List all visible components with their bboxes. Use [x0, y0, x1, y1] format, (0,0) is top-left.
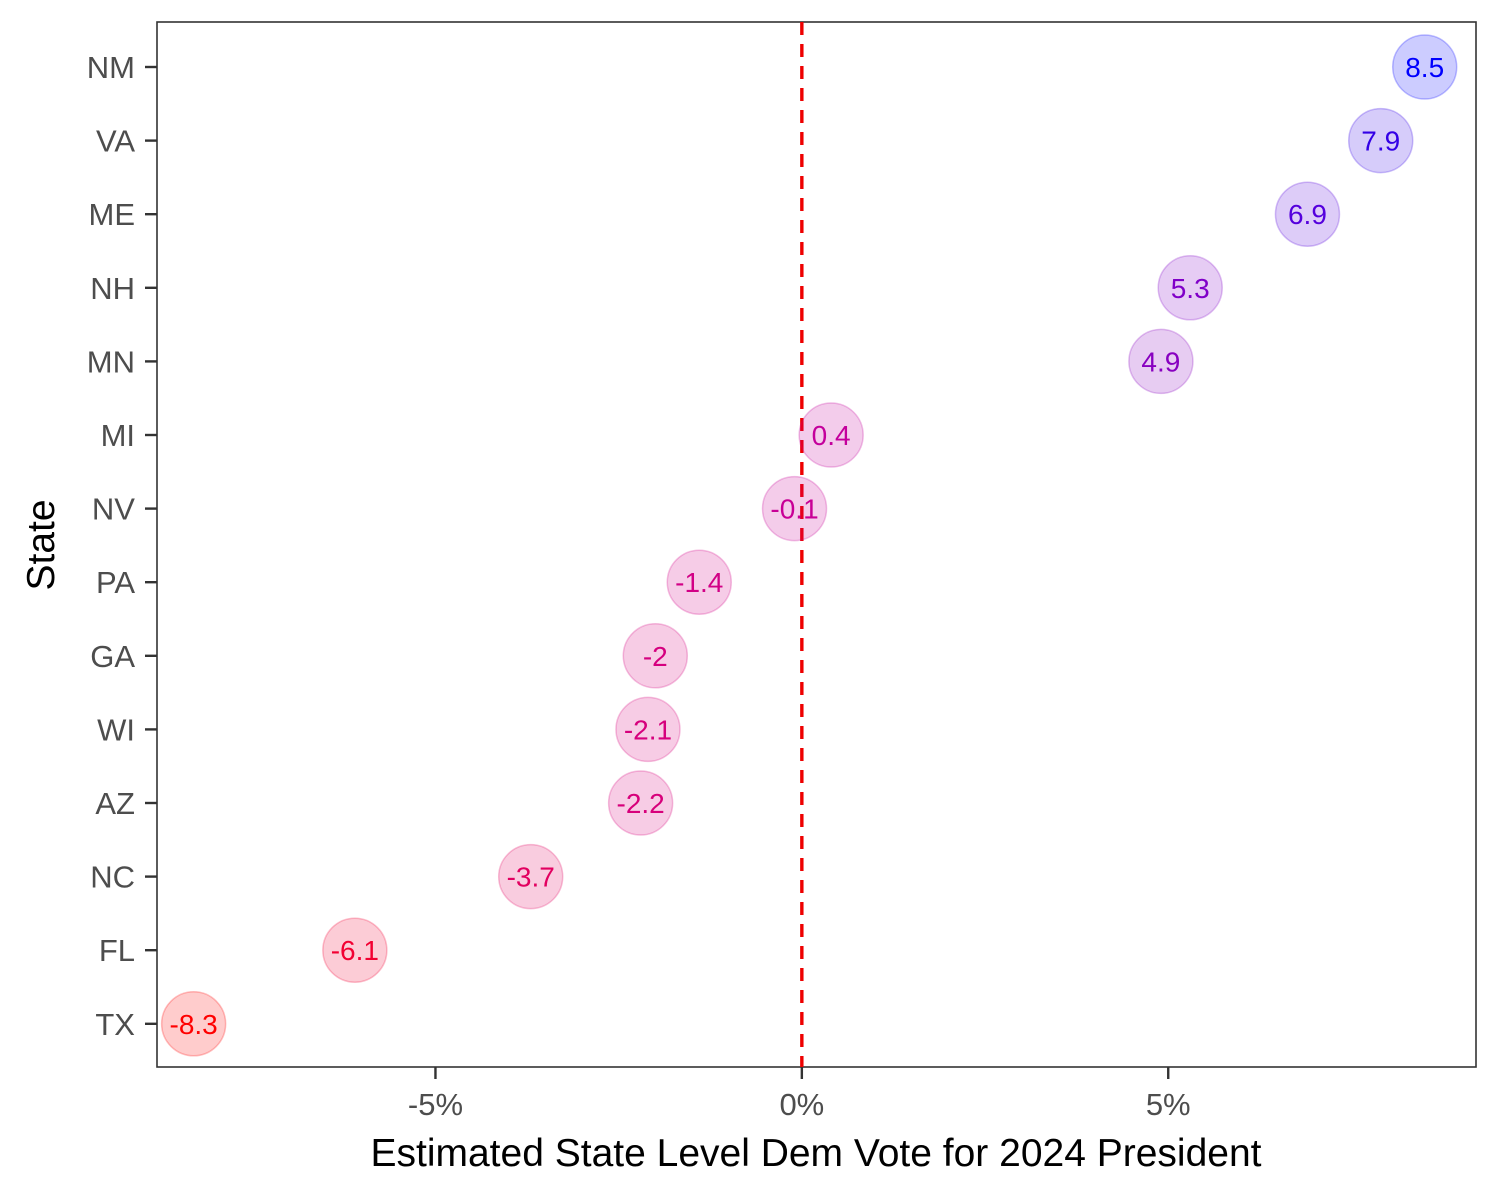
y-tick-label: AZ — [95, 786, 135, 821]
data-point-mn: 4.9 — [1128, 328, 1194, 395]
y-tick-label: GA — [90, 639, 135, 674]
data-point-nv: -0.1 — [761, 475, 828, 542]
y-tick-label: TX — [95, 1007, 135, 1042]
point-value-label: -8.3 — [170, 1009, 218, 1040]
point-value-label: 8.5 — [1405, 52, 1444, 83]
data-point-va: 7.9 — [1347, 107, 1414, 174]
point-marker — [666, 549, 733, 615]
data-point-ga: -2 — [622, 623, 689, 689]
x-tick-label: 5% — [1146, 1087, 1191, 1122]
point-value-label: -6.1 — [331, 935, 379, 966]
y-tick-label: NV — [92, 492, 135, 527]
point-marker — [607, 770, 674, 836]
point-value-label: 6.9 — [1288, 199, 1327, 230]
point-marker — [1347, 107, 1414, 174]
point-value-label: -0.1 — [770, 494, 818, 525]
point-marker — [622, 623, 689, 689]
point-marker — [1157, 255, 1223, 321]
point-marker — [761, 475, 828, 542]
points-layer: 8.5 7.9 6.9 5.3 4.9 0.4 -0.1 -1.4 -2 -2.1 -2.2 -3.7… — [160, 34, 1458, 1057]
y-axis: NM VA ME NH MN MI NV PA GA WI AZ NC FL TX — [87, 50, 157, 1042]
data-point-me: 6.9 — [1274, 181, 1341, 247]
plot-border — [156, 21, 1477, 1068]
y-tick-label: FL — [99, 933, 135, 968]
data-point-nm: 8.5 — [1391, 34, 1458, 100]
data-point-az: -2.2 — [607, 770, 674, 836]
point-marker — [798, 402, 864, 468]
data-point-fl: -6.1 — [322, 917, 388, 983]
data-point-nc: -3.7 — [497, 843, 564, 910]
point-value-label: -2 — [643, 641, 668, 672]
point-value-label: 4.9 — [1141, 346, 1180, 377]
x-axis: -5% 0% 5% — [408, 1067, 1191, 1122]
point-marker — [160, 991, 227, 1057]
point-marker — [497, 843, 564, 910]
point-marker — [322, 917, 388, 983]
point-value-label: 7.9 — [1361, 126, 1400, 157]
point-marker — [1128, 328, 1194, 395]
data-point-wi: -2.1 — [615, 696, 681, 763]
x-axis-title: Estimated State Level Dem Vote for 2024 … — [370, 1132, 1261, 1175]
y-tick-label: NM — [87, 50, 135, 85]
point-marker — [615, 696, 681, 763]
point-value-label: -2.1 — [624, 714, 672, 745]
y-tick-label: MN — [87, 344, 135, 379]
y-tick-label: WI — [97, 712, 135, 747]
point-value-label: -3.7 — [507, 862, 555, 893]
data-point-tx: -8.3 — [160, 991, 227, 1057]
y-tick-label: ME — [89, 197, 136, 232]
y-tick-label: NH — [90, 271, 135, 306]
point-value-label: -2.2 — [617, 788, 665, 819]
point-value-label: 0.4 — [812, 420, 851, 451]
point-marker — [1391, 34, 1458, 100]
plot-panel — [156, 21, 1477, 1068]
data-point-mi: 0.4 — [798, 402, 864, 468]
x-tick-label: -5% — [408, 1087, 463, 1122]
y-tick-label: NC — [90, 860, 135, 895]
y-tick-label: VA — [96, 124, 135, 159]
data-point-pa: -1.4 — [666, 549, 733, 615]
point-marker — [1274, 181, 1341, 247]
point-value-label: 5.3 — [1171, 273, 1210, 304]
x-tick-label: 0% — [779, 1087, 824, 1122]
data-point-nh: 5.3 — [1157, 255, 1223, 321]
y-axis-title: State — [20, 499, 63, 590]
y-tick-label: MI — [101, 418, 135, 453]
y-tick-label: PA — [96, 565, 135, 600]
point-value-label: -1.4 — [675, 567, 723, 598]
